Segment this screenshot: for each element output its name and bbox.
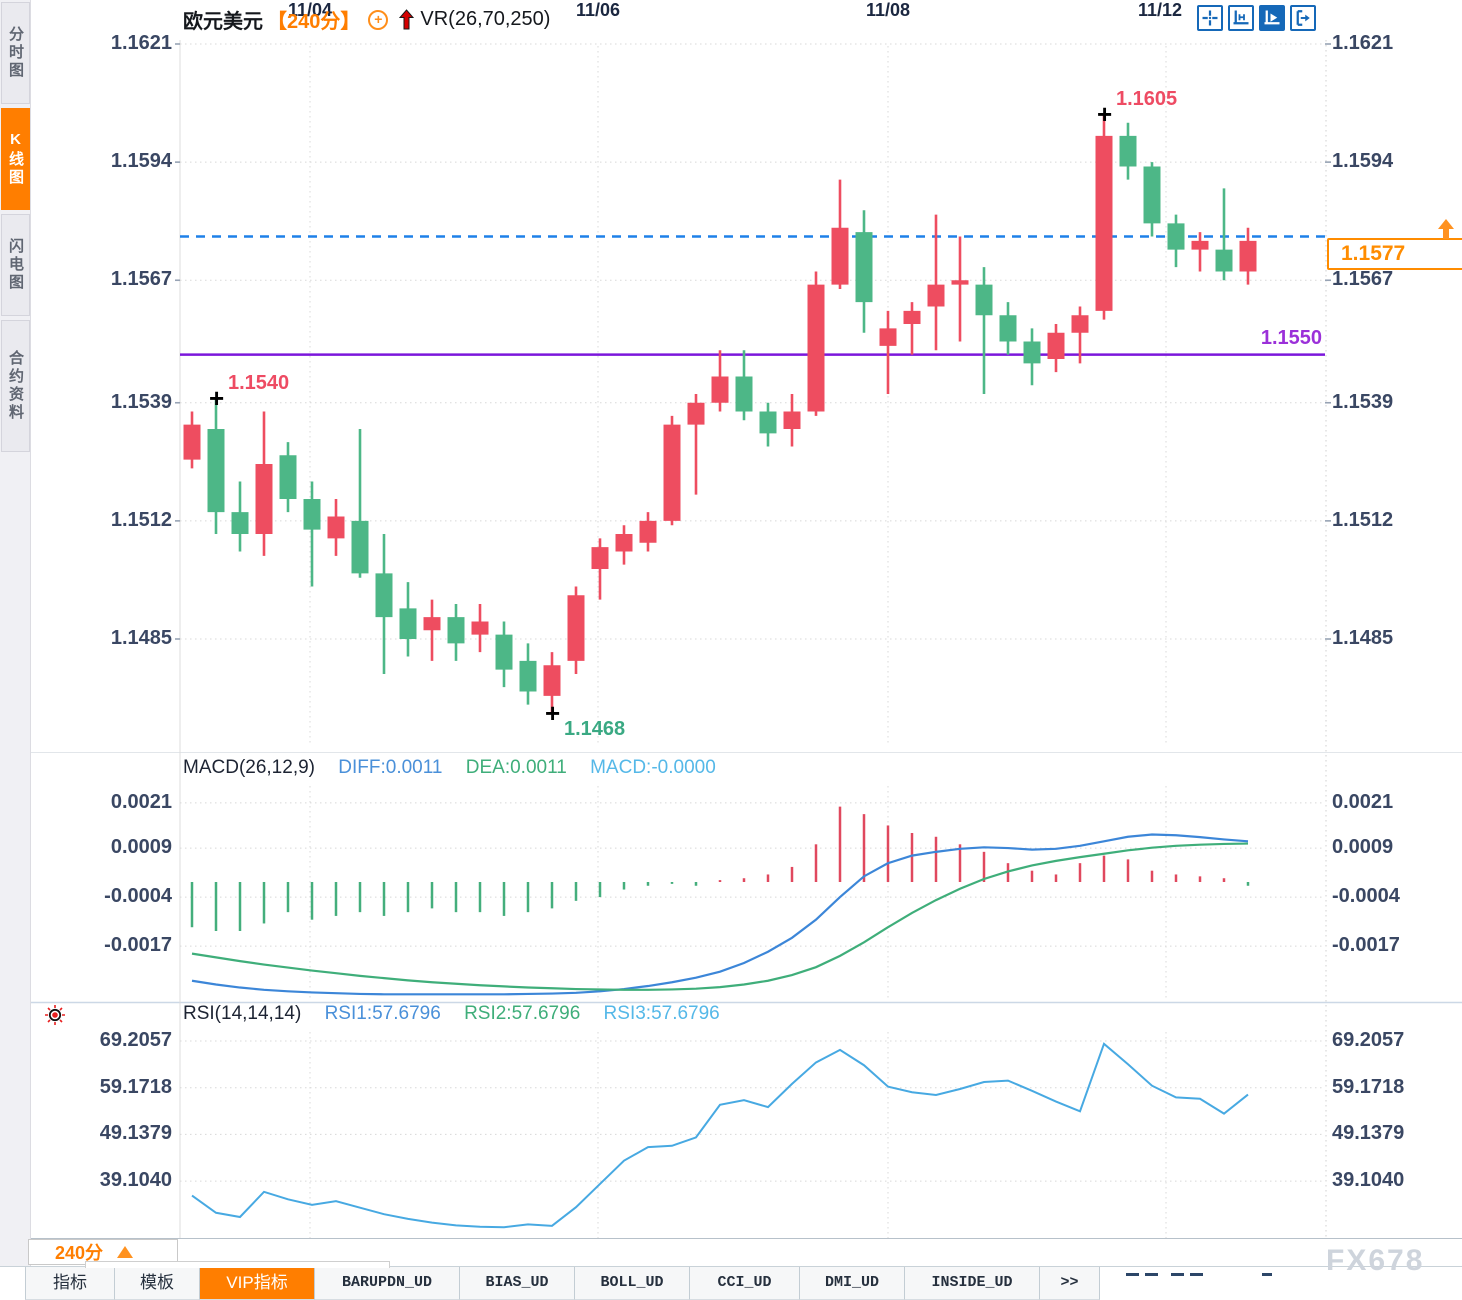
sidebar-tab-3[interactable]: 闪电图 — [1, 214, 30, 316]
macd-dea-value: DEA:0.0011 — [465, 757, 567, 778]
macd-axis-label-left: -0.0004 — [104, 885, 172, 908]
price-axis-label-right: 1.1621 — [1332, 32, 1394, 54]
macd-axis-label-left: -0.0017 — [104, 934, 172, 957]
rsi-axis-label-left: 49.1379 — [99, 1122, 172, 1145]
symbol-name: 欧元美元 — [183, 11, 263, 33]
swing-high-label: 1.1605 — [1116, 88, 1178, 110]
indicator-tabbar: 指标 模板 VIP指标 BARUPDN_UD BIAS_UD BOLL_UD CCI_UD D… — [0, 1266, 1462, 1300]
bottom-tab-指标[interactable]: 指标 — [25, 1267, 115, 1300]
price-axis-label-left: 1.1567 — [110, 268, 172, 291]
pan-crosshair-icon[interactable] — [1197, 5, 1223, 31]
bottom-tab-inside-ud[interactable]: INSIDE_UD — [905, 1267, 1040, 1300]
price-axis-label-right: 1.1539 — [1332, 390, 1394, 413]
macd-title[interactable]: MACD(26,12,9) — [183, 757, 315, 778]
price-axis-label-left: 1.1594 — [110, 150, 172, 173]
period-label[interactable]: 【240分】 — [267, 11, 361, 33]
rsi-axis-label-left: 39.1040 — [99, 1169, 172, 1192]
macd-axis-label-right: 0.0021 — [1332, 790, 1394, 813]
bottom-tab-boll-ud[interactable]: BOLL_UD — [575, 1267, 690, 1300]
support-level-label[interactable]: 1.1550 — [1260, 327, 1322, 349]
axis-play-icon[interactable] — [1259, 5, 1285, 31]
sidebar: 分时图 K线图闪电图合约资料 — [0, 0, 31, 1266]
price-axis-label-right: 1.1594 — [1332, 150, 1394, 173]
price-axis-label-left: 1.1621 — [110, 32, 172, 54]
price-axis-label-left: 1.1485 — [110, 627, 172, 649]
x-axis-label: 11/12 — [1137, 0, 1183, 20]
rsi-axis-label-right: 49.1379 — [1332, 1122, 1405, 1145]
vr-indicator-label[interactable]: VR(26,70,250) — [420, 8, 551, 30]
rsi-axis-label-left: 59.1718 — [99, 1075, 172, 1098]
bottom-tab-bias-ud[interactable]: BIAS_UD — [460, 1267, 575, 1300]
rsi-axis-label-left: 69.2057 — [99, 1029, 172, 1051]
period-selector-label: 240分 — [55, 1243, 104, 1263]
bottom-tab-dmi-ud[interactable]: DMI_UD — [800, 1267, 905, 1300]
rsi-legend: RSI(14,14,14) RSI1:57.6796 RSI2:57.6796 … — [183, 1003, 738, 1025]
last-price-tag[interactable]: 1.1577 — [1327, 238, 1462, 270]
macd-legend: MACD(26,12,9) DIFF:0.0011 DEA:0.0011 MAC… — [183, 757, 734, 779]
bottom-tab-vip指标[interactable]: VIP指标 — [200, 1267, 315, 1300]
macd-axis-label-left: 0.0009 — [110, 836, 172, 859]
swing-low-label: 1.1468 — [564, 718, 626, 740]
rsi-title[interactable]: RSI(14,14,14) — [183, 1003, 302, 1024]
sidebar-tab-2[interactable]: K线图 — [1, 108, 30, 210]
sidebar-tab-4[interactable]: 合约资料 — [1, 320, 30, 452]
price-axis-label-right: 1.1485 — [1332, 627, 1394, 649]
sidebar-tab-1[interactable]: 分时图 — [1, 2, 30, 104]
rsi-axis-label-right: 59.1718 — [1332, 1075, 1405, 1098]
red-up-arrow-icon — [398, 9, 415, 30]
bottom-tab->>[interactable]: >> — [1040, 1267, 1100, 1300]
price-axis-label-left: 1.1512 — [110, 508, 172, 531]
price-axis-label-right: 1.1512 — [1332, 508, 1394, 531]
triangle-up-icon — [117, 1246, 134, 1258]
watermark: FX678 — [1326, 1244, 1425, 1277]
macd-hist-value: MACD:-0.0000 — [590, 757, 716, 778]
chart-toolbar — [1197, 5, 1316, 31]
price-axis-label-left: 1.1539 — [110, 390, 172, 413]
macd-axis-label-left: 0.0021 — [110, 790, 172, 813]
rsi-axis-label-right: 39.1040 — [1332, 1169, 1405, 1192]
axis-scale-icon[interactable] — [1228, 5, 1254, 31]
rsi1-value: RSI1:57.6796 — [324, 1003, 441, 1024]
x-axis-label: 11/04 — [287, 0, 333, 20]
circle-plus-icon[interactable]: + — [368, 9, 389, 30]
bottom-tab-barupdn-ud[interactable]: BARUPDN_UD — [315, 1267, 460, 1300]
price-axis-label-right: 1.1567 — [1332, 268, 1394, 291]
x-axis-label: 11/06 — [575, 0, 621, 20]
bottom-tab-模板[interactable]: 模板 — [115, 1267, 200, 1300]
indicator-target-icon[interactable] — [44, 1004, 66, 1031]
chart-header: 欧元美元 【240分】 + VR(26,70,250) — [183, 5, 550, 34]
macd-axis-label-right: -0.0017 — [1332, 934, 1400, 957]
dropdown-remnant — [85, 1261, 390, 1268]
macd-diff-value: DIFF:0.0011 — [338, 757, 443, 778]
macd-axis-label-right: 0.0009 — [1332, 836, 1394, 859]
exit-right-icon[interactable] — [1290, 5, 1316, 31]
rsi3-value: RSI3:57.6796 — [603, 1003, 720, 1024]
left-high-label: 1.1540 — [228, 372, 290, 394]
bottom-tab-cci-ud[interactable]: CCI_UD — [690, 1267, 800, 1300]
rsi2-value: RSI2:57.6796 — [464, 1003, 581, 1024]
price-up-arrow-icon — [1438, 219, 1454, 244]
rsi-axis-label-right: 69.2057 — [1332, 1029, 1405, 1051]
macd-axis-label-right: -0.0004 — [1332, 885, 1400, 908]
x-axis-label: 11/08 — [865, 0, 911, 20]
